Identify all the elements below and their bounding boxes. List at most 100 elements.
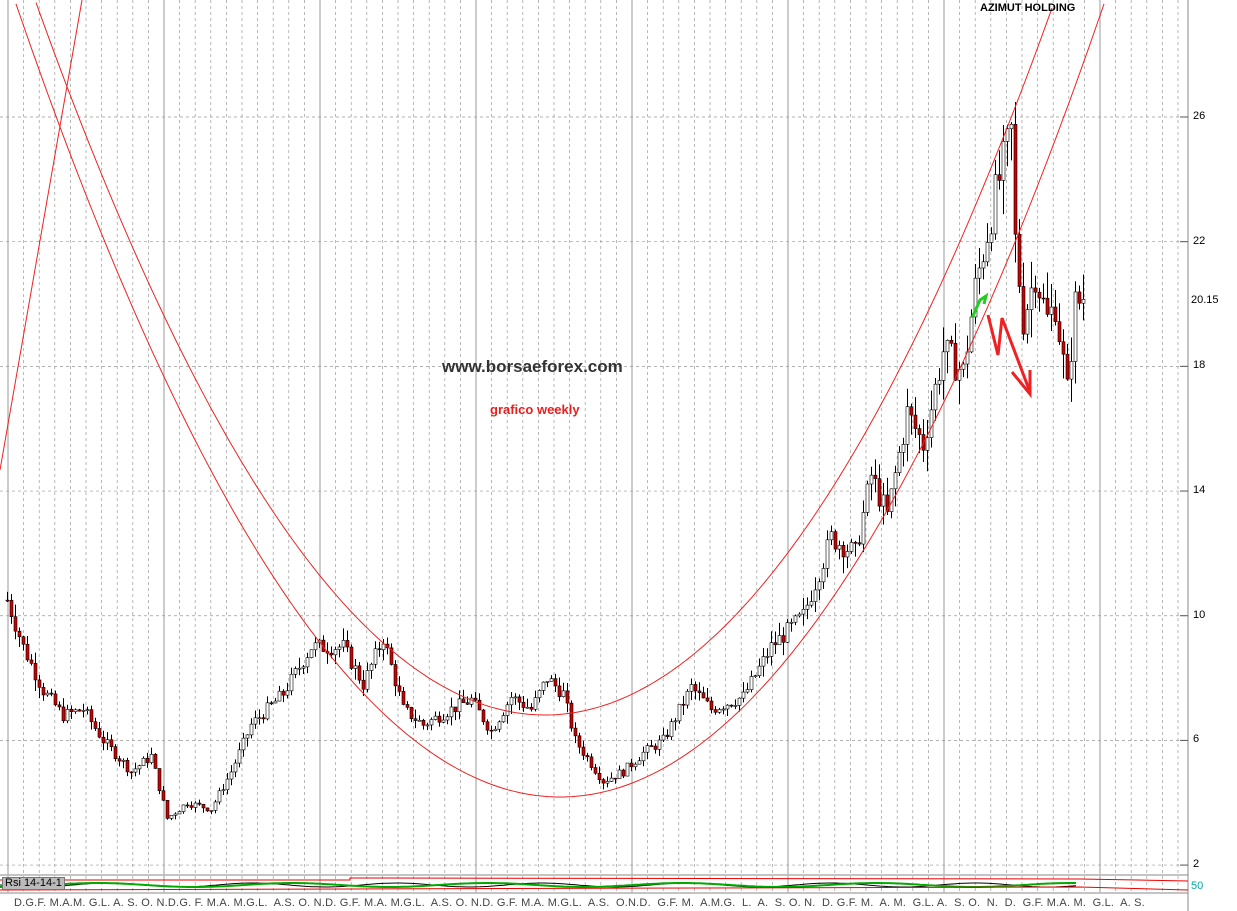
candle-body	[45, 692, 50, 696]
candle-body	[157, 768, 162, 791]
candle-body	[1001, 141, 1006, 181]
candle-body	[521, 701, 526, 708]
candle-body	[125, 760, 130, 773]
candle-body	[993, 174, 998, 235]
candle-body	[361, 679, 366, 690]
candle-body	[21, 636, 26, 645]
candle-body	[801, 608, 806, 615]
y-tick-label: 18	[1193, 359, 1206, 372]
candle-body	[657, 739, 662, 750]
candle-body	[497, 721, 502, 730]
rsi-level-label: 50	[1191, 880, 1204, 892]
candle-body	[165, 799, 170, 819]
candle-body	[169, 814, 174, 819]
candle-body	[1017, 233, 1022, 287]
candle-body	[833, 531, 838, 550]
candle-body	[817, 581, 822, 591]
candle-body	[185, 804, 190, 807]
parabola-inner	[35, 2, 1053, 716]
candle-body	[1049, 306, 1054, 315]
candle-body	[533, 697, 538, 710]
rsi-label[interactable]: Rsi 14-14-1	[2, 877, 65, 890]
candle-body	[149, 754, 154, 763]
candle-body	[1081, 299, 1086, 304]
candle-body	[621, 769, 626, 777]
candle-body	[365, 670, 370, 690]
candle-body	[829, 531, 834, 541]
candle-body	[937, 380, 942, 385]
candle-body	[865, 483, 870, 513]
candle-body	[665, 734, 670, 737]
last-price-label: 20.15	[1191, 294, 1219, 306]
candle-body	[117, 758, 122, 762]
candle-body	[161, 790, 166, 801]
candle-body	[909, 406, 914, 416]
candle-body	[749, 676, 754, 690]
candle-body	[33, 663, 38, 681]
candle-body	[441, 719, 446, 723]
candle-body	[925, 437, 930, 451]
candle-body	[625, 762, 630, 777]
candle-body	[961, 363, 966, 370]
candle-body	[637, 760, 642, 765]
candle-body	[509, 697, 514, 706]
candle-body	[301, 666, 306, 669]
candle-body	[857, 542, 862, 545]
candle-body	[357, 665, 362, 681]
candle-body	[609, 777, 614, 782]
candle-body	[797, 613, 802, 617]
candle-body	[793, 615, 798, 623]
candle-body	[721, 708, 726, 711]
candle-body	[177, 811, 182, 815]
candle-body	[225, 778, 230, 791]
candle-body	[629, 762, 634, 768]
candle-body	[597, 772, 602, 780]
candle-body	[145, 757, 150, 763]
candle-body	[1077, 291, 1082, 304]
candle-body	[725, 704, 730, 710]
candle-body	[141, 757, 146, 766]
candle-body	[37, 679, 42, 688]
candle-body	[757, 665, 762, 676]
candle-body	[101, 736, 106, 744]
candle-body	[949, 340, 954, 344]
candle-body	[1065, 353, 1070, 380]
candle-body	[93, 721, 98, 729]
candle-body	[397, 685, 402, 692]
candle-body	[61, 706, 66, 722]
candle-body	[105, 739, 110, 744]
candle-body	[281, 690, 286, 696]
candle-body	[381, 643, 386, 650]
candle-body	[493, 728, 498, 731]
candle-body	[401, 691, 406, 705]
candle-body	[853, 542, 858, 544]
y-tick-label: 22	[1193, 234, 1206, 247]
candle-body	[13, 616, 18, 632]
candle-body	[241, 737, 246, 751]
candle-body	[249, 723, 254, 736]
candle-body	[697, 690, 702, 693]
candle-body	[585, 755, 590, 758]
candle-body	[489, 729, 494, 732]
candle-body	[461, 698, 466, 703]
candle-body	[785, 622, 790, 643]
candle-body	[429, 719, 434, 726]
candle-body	[737, 697, 742, 706]
candle-body	[221, 789, 226, 792]
candle-body	[693, 684, 698, 692]
candle-body	[573, 727, 578, 737]
candle-body	[541, 681, 546, 691]
candle-body	[1057, 321, 1062, 343]
candle-body	[213, 801, 218, 811]
candle-body	[229, 771, 234, 780]
candle-body	[25, 643, 30, 661]
candle-body	[69, 709, 74, 712]
candle-body	[369, 663, 374, 671]
candle-body	[677, 703, 682, 722]
candle-body	[449, 706, 454, 718]
candle-body	[85, 709, 90, 711]
candle-body	[581, 746, 586, 756]
candle-body	[1069, 361, 1074, 380]
chart-title: AZIMUT HOLDING	[980, 2, 1076, 14]
candle-body	[709, 700, 714, 710]
